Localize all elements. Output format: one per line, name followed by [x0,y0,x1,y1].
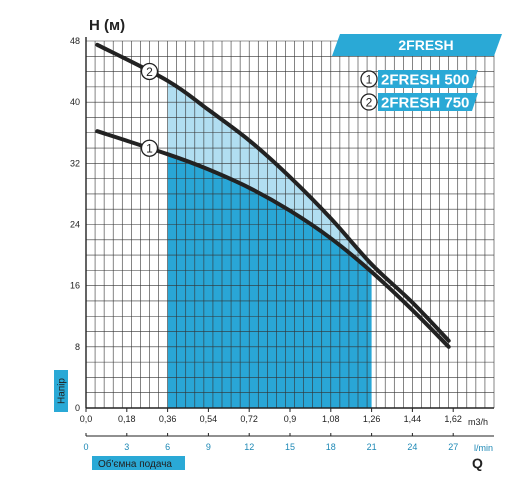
series-marker-label-2: 2 [146,65,153,79]
y-tick-label: 0 [75,403,80,413]
y-tick-label: 40 [70,97,80,107]
y-tick-label: 16 [70,281,80,291]
x-tick-label: 0,36 [159,414,177,424]
x2-tick-label: 0 [83,442,88,452]
series-line-1 [95,129,451,349]
x-tick-label: 0,18 [118,414,136,424]
x-tick-label: 0,0 [80,414,93,424]
banner-shape [332,34,502,56]
series-marker-2 [140,62,159,81]
x2-tick-label: 6 [165,442,170,452]
y-tick-label: 24 [70,220,80,230]
legend-label-1: 2FRESH 500 [381,72,469,89]
y-tag-label: Напір [57,378,68,404]
x-tick-label: 0,9 [284,414,297,424]
series-line-2 [95,42,451,343]
x-tick-label: 1,08 [322,414,340,424]
series-marker-label-1: 1 [146,142,153,156]
x-tick-label: 0,72 [240,414,258,424]
legend-marker-1 [360,70,378,88]
grid [85,40,495,409]
curve-markers: 12 [140,62,159,157]
x2-tick-label: 15 [285,442,295,452]
legend-box-1 [378,70,478,88]
y-tick-label: 48 [70,36,80,46]
operating-range-fill [167,80,372,408]
y-tick-label: 8 [75,342,80,352]
x-unit-bottom: l/min [474,443,493,453]
x2-tick-label: 9 [206,442,211,452]
x-tag-box [92,456,185,470]
x-tick-label: 1,62 [444,414,462,424]
x-axis-title: Q [472,455,483,471]
y-axis-title: H (м) [89,17,125,34]
legend-marker-1-label: 1 [366,73,373,87]
banner-title: 2FRESH [398,37,453,53]
fill-under-curve-1 [167,154,372,408]
x-unit-top: m3/h [468,417,488,427]
legend: 2FRESH 1 2FRESH 500 2 2FRESH 750 [332,34,502,112]
x2-tick-label: 3 [124,442,129,452]
x2-tick-label: 21 [367,442,377,452]
legend-marker-2 [360,93,378,111]
legend-marker-2-label: 2 [366,96,373,110]
x-tag-label: Об'ємна подача [98,458,172,470]
x-tick-label: 0,54 [200,414,218,424]
x-tick-label: 1,26 [363,414,381,424]
x-tick-label: 1,44 [404,414,422,424]
curves [95,42,451,349]
x2-tick-label: 24 [407,442,417,452]
fill-between-curves [167,80,372,272]
y-tag-box [54,370,68,412]
series-marker-1 [140,139,159,157]
x2-tick-label: 27 [448,442,458,452]
x2-tick-label: 12 [244,442,254,452]
legend-label-2: 2FRESH 750 [381,95,469,112]
x2-tick-label: 18 [326,442,336,452]
y-tick-label: 32 [70,158,80,168]
legend-box-2 [378,93,478,111]
